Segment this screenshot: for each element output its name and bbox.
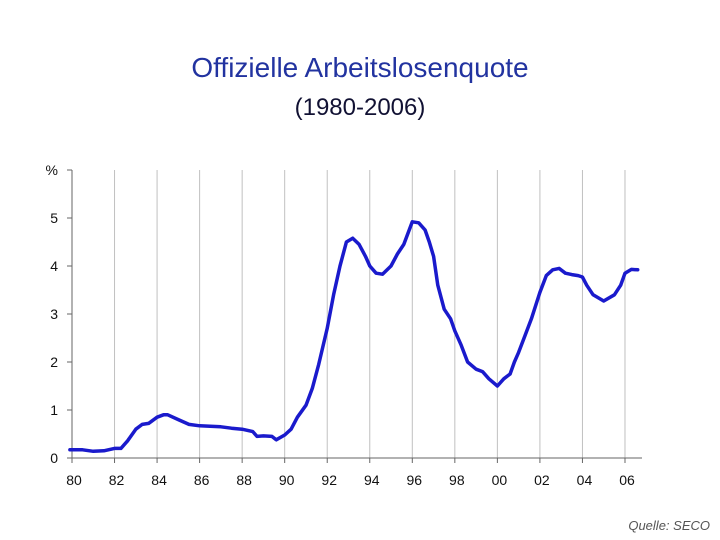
chart-title: Offizielle Arbeitslosenquote [191, 52, 529, 83]
x-tick-label: 80 [66, 472, 82, 488]
source-note: Quelle: SECO [628, 518, 710, 533]
x-tick-label: 00 [492, 472, 508, 488]
y-tick-label: 0 [50, 450, 58, 466]
unemployment-rate-line [68, 220, 640, 454]
y-tick-label: 4 [50, 258, 58, 274]
x-tick-label: 82 [109, 472, 125, 488]
x-tick-label: 02 [534, 472, 550, 488]
x-tick-label: 90 [279, 472, 295, 488]
y-tick-label: 2 [50, 354, 58, 370]
y-tick-label: 5 [50, 210, 58, 226]
x-tick-label: 92 [321, 472, 337, 488]
chart-subtitle: (1980-2006) [294, 94, 426, 121]
x-tick-label: 94 [364, 472, 380, 488]
x-tick-label: 86 [194, 472, 210, 488]
y-tick-label: 1 [50, 402, 58, 418]
y-tick-label: 3 [50, 306, 58, 322]
x-tick-label: 98 [449, 472, 465, 488]
x-tick-label: 88 [236, 472, 252, 488]
x-tick-label: 06 [619, 472, 635, 488]
x-tick-label: 96 [407, 472, 423, 488]
x-tick-label: 04 [577, 472, 593, 488]
x-tick-label: 84 [151, 472, 167, 488]
y-tick-label: % [46, 162, 58, 178]
